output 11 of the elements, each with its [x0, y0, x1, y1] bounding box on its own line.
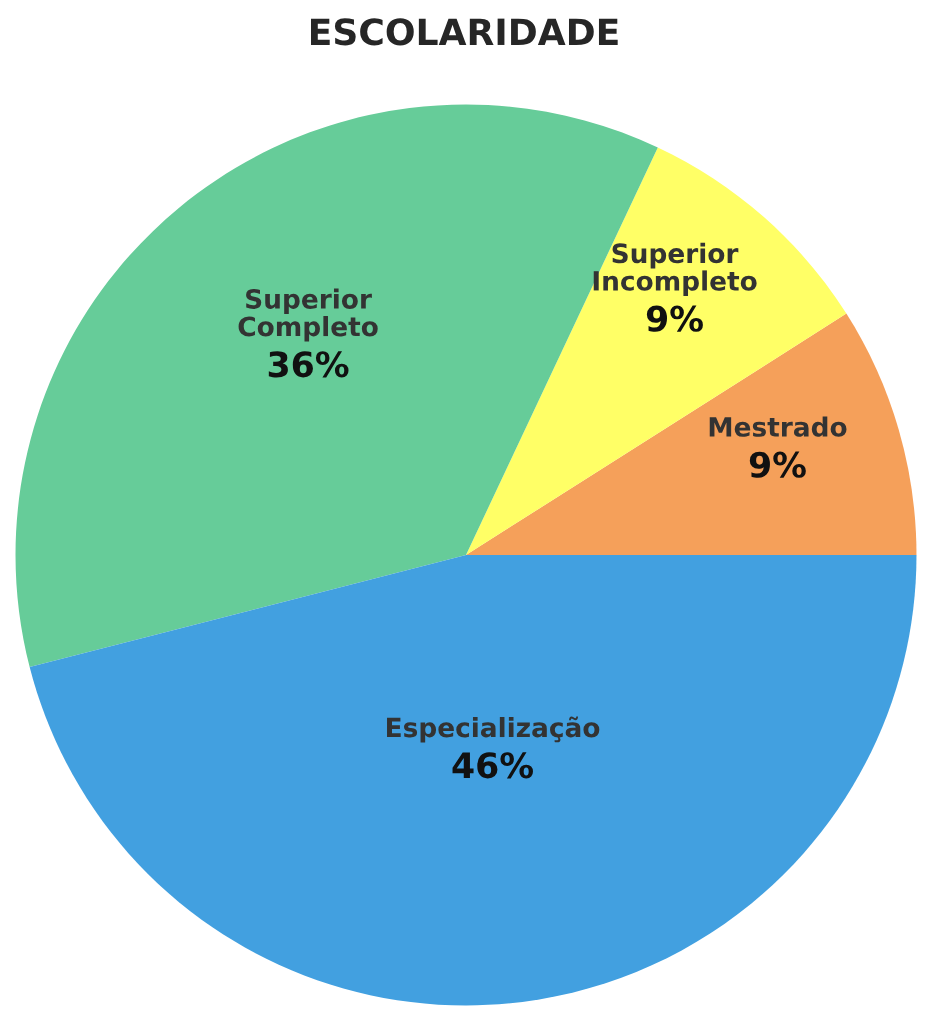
pie-slice [29, 555, 917, 1006]
pie-slice [466, 147, 847, 555]
data-label: 36% [268, 351, 349, 378]
slice-label: Mestrado [709, 416, 847, 437]
slice-label: Superior Incompleto [593, 242, 757, 296]
data-label: 46% [452, 752, 533, 779]
data-label: 9% [646, 305, 703, 332]
data-label: 9% [749, 451, 806, 478]
slice-label: Especialização [387, 716, 600, 743]
chart-title: ESCOLARIDADE [311, 18, 618, 46]
slice-label: Superior Completo [238, 288, 378, 342]
